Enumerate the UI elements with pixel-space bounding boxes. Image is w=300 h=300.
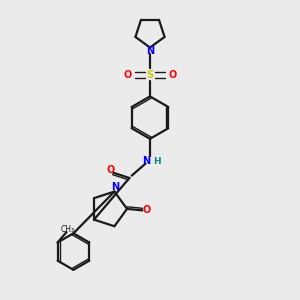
- Text: N: N: [142, 156, 151, 166]
- Text: N: N: [111, 182, 119, 192]
- Text: H: H: [153, 157, 160, 166]
- Text: S: S: [146, 70, 154, 80]
- Text: O: O: [142, 206, 151, 215]
- Text: N: N: [146, 46, 154, 56]
- Text: O: O: [169, 70, 177, 80]
- Text: CH₃: CH₃: [61, 225, 75, 234]
- Text: O: O: [123, 70, 131, 80]
- Text: O: O: [106, 165, 114, 175]
